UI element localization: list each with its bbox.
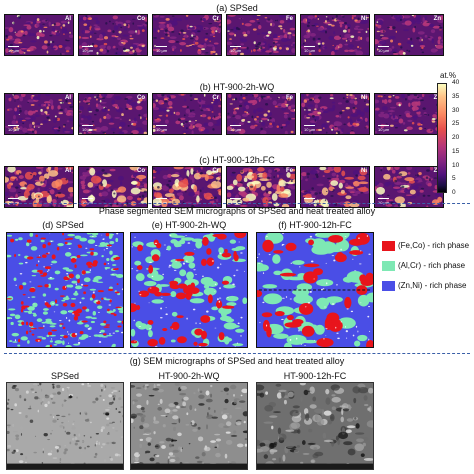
colorbar-tick-label: 5 <box>452 175 456 183</box>
edx-map-c-cr: Cr 10 µm <box>152 166 222 208</box>
edx-element-label: Al <box>65 95 71 101</box>
legend-swatch-zn-ni <box>382 281 395 291</box>
sem-header: (g) SEM micrographs of SPSed and heat tr… <box>129 356 345 366</box>
scale-bar: 10 µm <box>378 125 390 132</box>
edx-element-label: Fe <box>285 16 293 22</box>
scale-bar: 10 µm <box>82 125 94 132</box>
colorbar-tick-label: 40 <box>452 79 460 86</box>
sem-panel-3-title: HT-900-12h-FC <box>283 371 347 381</box>
edx-map-a-fe: Fe 10 µm <box>226 14 296 56</box>
colorbar <box>437 83 447 193</box>
edx-map-b-fe: Fe 10 µm <box>226 93 296 135</box>
colorbar-tick-label: 0 <box>452 189 456 196</box>
edx-map-c-al: Al 10 µm <box>4 166 74 208</box>
edx-element-label: Al <box>65 168 71 174</box>
edx-element-label: Cr <box>212 16 219 22</box>
phase-map-f <box>256 232 374 348</box>
scale-bar: 10 µm <box>82 198 94 205</box>
section-divider-1 <box>4 203 470 204</box>
scale-bar: 10 µm <box>230 46 242 53</box>
sem-image-1 <box>6 382 124 470</box>
colorbar-tick-label: 10 <box>452 161 460 169</box>
edx-element-label: Fe <box>285 95 293 101</box>
edx-row-a-title: (a) SPSed <box>216 3 258 13</box>
colorbar-tick-label: 25 <box>452 120 460 128</box>
edx-map-a-zn: Zn 10 µm <box>374 14 444 56</box>
edx-map-c-ni: Ni 10 µm <box>300 166 370 208</box>
edx-element-label: Al <box>65 16 71 22</box>
edx-map-b-co: Co 10 µm <box>78 93 148 135</box>
scale-bar: 10 µm <box>8 198 20 205</box>
scale-bar: 10 µm <box>230 198 242 205</box>
scale-bar: 10 µm <box>304 125 316 132</box>
scale-bar: 10 µm <box>8 46 20 53</box>
scale-bar: 10 µm <box>230 125 242 132</box>
colorbar-tick-label: 15 <box>452 147 460 155</box>
legend-label-zn-ni: (Zn,Ni) - rich phase <box>398 281 467 290</box>
legend-swatch-fe-co <box>382 241 395 251</box>
edx-element-label: Cr <box>212 95 219 101</box>
sem-panel-1-title: SPSed <box>50 371 80 381</box>
scale-bar: 10 µm <box>82 46 94 53</box>
edx-element-label: Co <box>137 16 145 22</box>
legend-label-fe-co: (Fe,Co) - rich phase <box>398 241 470 250</box>
colorbar-tick-label: 35 <box>452 92 460 100</box>
edx-element-label: Ni <box>361 95 367 101</box>
phase-panel-d-title: (d) SPSed <box>42 220 84 230</box>
edx-map-c-co: Co 10 µm <box>78 166 148 208</box>
section-divider-2 <box>4 353 470 354</box>
scale-bar: 10 µm <box>304 46 316 53</box>
edx-map-a-al: Al 10 µm <box>4 14 74 56</box>
edx-map-a-ni: Ni 10 µm <box>300 14 370 56</box>
edx-element-label: Co <box>137 168 145 174</box>
edx-map-a-cr: Cr 10 µm <box>152 14 222 56</box>
edx-map-b-ni: Ni 10 µm <box>300 93 370 135</box>
legend-label-al-cr: (Al,Cr) - rich phase <box>398 261 466 270</box>
sem-image-2 <box>130 382 248 470</box>
edx-element-label: Ni <box>361 168 367 174</box>
edx-element-label: Fe <box>285 168 293 174</box>
colorbar-tick-label: 20 <box>452 134 460 141</box>
scale-bar: 10 µm <box>8 125 20 132</box>
legend-swatch-al-cr <box>382 261 395 271</box>
colorbar-tick-label: 30 <box>452 106 460 114</box>
scale-bar: 10 µm <box>156 46 168 53</box>
sem-panel-2-title: HT-900-2h-WQ <box>158 371 220 381</box>
edx-map-b-cr: Cr 10 µm <box>152 93 222 135</box>
edx-row-c-title: (c) HT-900-12h-FC <box>199 155 275 165</box>
scale-bar: 10 µm <box>378 198 390 205</box>
colorbar-unit: at.% <box>440 71 457 80</box>
phase-panel-f-title: (f) HT-900-12h-FC <box>278 220 352 230</box>
edx-map-c-fe: Fe 10 µm <box>226 166 296 208</box>
phase-panel-e-title: (e) HT-900-2h-WQ <box>151 220 227 230</box>
edx-element-label: Zn <box>433 16 441 22</box>
edx-element-label: Cr <box>212 168 219 174</box>
phase-map-e <box>130 232 248 348</box>
edx-element-label: Co <box>137 95 145 101</box>
scale-bar: 10 µm <box>378 46 390 53</box>
edx-row-b-title: (b) HT-900-2h-WQ <box>199 82 275 92</box>
phase-header: Phase segmented SEM micrographs of SPSed… <box>98 206 376 216</box>
edx-map-b-al: Al 10 µm <box>4 93 74 135</box>
scale-bar: 10 µm <box>156 125 168 132</box>
scale-bar: 10 µm <box>156 198 168 205</box>
edx-element-label: Ni <box>361 16 367 22</box>
edx-map-a-co: Co 10 µm <box>78 14 148 56</box>
sem-image-3 <box>256 382 374 470</box>
phase-map-d <box>6 232 124 348</box>
scale-bar: 10 µm <box>304 198 316 205</box>
